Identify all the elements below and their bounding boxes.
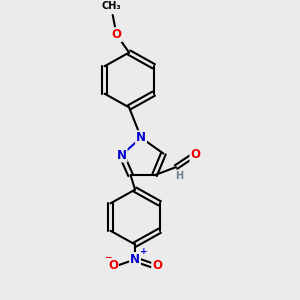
Text: O: O [152, 259, 162, 272]
Text: +: + [140, 247, 147, 256]
Text: O: O [190, 148, 200, 161]
Text: −: − [104, 253, 112, 262]
Text: O: O [108, 259, 118, 272]
Text: O: O [112, 28, 122, 41]
Text: N: N [117, 148, 127, 161]
Text: N: N [136, 131, 146, 144]
Text: N: N [130, 253, 140, 266]
Text: H: H [176, 171, 184, 182]
Text: CH₃: CH₃ [101, 1, 121, 11]
